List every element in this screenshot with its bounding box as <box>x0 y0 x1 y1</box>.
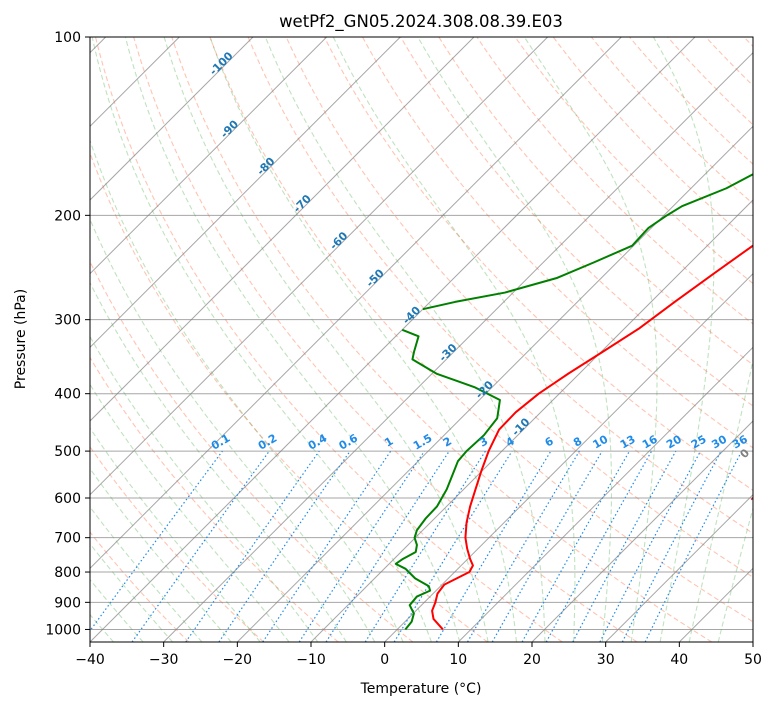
y-tick-label: 200 <box>54 208 81 224</box>
dry-adiabat <box>552 37 753 245</box>
isotherm-line <box>90 37 696 642</box>
moist-adiabat <box>90 218 376 642</box>
mixing-ratio-line <box>521 450 631 642</box>
x-axis-title: Temperature (°C) <box>360 681 482 697</box>
y-tick-label: 1000 <box>45 622 81 638</box>
moist-adiabat <box>652 37 715 642</box>
isotherm-line <box>310 199 753 642</box>
y-axis-title: Pressure (hPa) <box>13 289 29 389</box>
moist-adiabat <box>90 281 347 642</box>
dry-adiabat <box>90 531 190 642</box>
dry-adiabat <box>94 37 563 642</box>
isotherm-line <box>236 125 753 642</box>
x-tick-label: −20 <box>223 652 253 668</box>
isotherm-line <box>90 37 254 201</box>
moist-adiabat <box>90 467 232 642</box>
x-tick-label: 30 <box>597 652 615 668</box>
dry-adiabat <box>209 37 753 623</box>
moist-adiabat <box>90 138 404 642</box>
isotherm-line <box>531 420 753 642</box>
y-tick-label: 600 <box>54 491 81 507</box>
x-tick-label: 10 <box>449 652 467 668</box>
x-tick-label: −40 <box>75 652 105 668</box>
y-tick-label: 100 <box>54 30 81 46</box>
dewpoint-line <box>422 173 753 311</box>
moist-adiabat <box>124 37 461 642</box>
moist-adiabats <box>90 37 753 642</box>
moist-adiabat <box>90 335 319 642</box>
sounding-lines <box>394 173 753 631</box>
moist-adiabat <box>209 37 518 642</box>
dry-adiabat <box>476 37 753 325</box>
moist-adiabat <box>523 37 658 642</box>
y-tick-label: 700 <box>54 531 81 547</box>
x-tick-label: 40 <box>670 652 688 668</box>
skewed-isotherms <box>90 37 753 642</box>
isotherm-line <box>163 51 753 642</box>
moist-adiabat <box>417 37 613 642</box>
temperature-line <box>431 244 753 631</box>
dewpoint-line <box>394 328 501 631</box>
isotherm-line <box>457 346 753 642</box>
isotherm-line <box>605 493 753 642</box>
isotherm-line <box>384 272 753 642</box>
mixing-ratio-line <box>325 450 450 642</box>
moist-adiabat <box>163 37 489 642</box>
dry-adiabat <box>90 151 488 642</box>
dry-adiabat <box>590 37 753 205</box>
y-tick-label: 900 <box>54 595 81 611</box>
mixing-ratio-line <box>185 450 320 642</box>
isotherm-line <box>90 37 475 422</box>
moist-adiabat <box>264 37 546 642</box>
mixing-ratio-line <box>466 450 580 642</box>
dry-adiabat <box>400 37 753 407</box>
isotherm-line <box>90 37 401 349</box>
moist-adiabat <box>717 506 753 642</box>
dry-adiabat <box>133 37 638 642</box>
isotherm-line <box>90 37 328 275</box>
mixing-ratio-line <box>364 450 486 642</box>
dry-adiabat <box>90 260 414 642</box>
y-axis: 100 200 300 400 500 600 700 800 900 1000 <box>45 30 90 638</box>
x-tick-label: 20 <box>523 652 541 668</box>
mixing-ratio-line <box>393 450 513 642</box>
x-tick-label: 50 <box>744 652 762 668</box>
mixing-ratio-line <box>218 450 351 642</box>
moist-adiabat <box>91 37 432 642</box>
y-tick-label: 400 <box>54 387 81 403</box>
chart-title: wetPf2_GN05.2024.308.08.39.E03 <box>279 12 563 32</box>
moist-adiabat <box>90 383 290 642</box>
y-tick-label: 800 <box>54 565 81 581</box>
x-tick-label: −30 <box>149 652 179 668</box>
isotherm-line <box>90 37 549 496</box>
y-tick-label: 300 <box>54 313 81 329</box>
mixing-ratio-line <box>435 450 552 642</box>
dry-adiabat <box>285 37 753 535</box>
moist-adiabat <box>90 427 261 642</box>
mixing-ratio-lines <box>90 450 743 642</box>
mixing-ratio-line <box>131 450 270 642</box>
isotherm-line <box>90 37 622 570</box>
x-axis: −40 −30 −20 −10 0 10 20 30 40 50 <box>75 642 762 668</box>
mixing-ratio-line <box>572 450 677 642</box>
x-tick-label: −10 <box>296 652 326 668</box>
moist-adiabat <box>688 357 753 642</box>
dry-adiabat <box>247 37 753 578</box>
dry-adiabat <box>438 37 753 366</box>
dry-adiabat <box>323 37 753 491</box>
plot-frame <box>89 36 754 643</box>
dry-adiabat-label: 10 <box>748 487 768 507</box>
x-tick-label: 0 <box>380 652 389 668</box>
mixing-ratio-line <box>545 450 653 642</box>
dry-adiabat <box>171 37 713 642</box>
dry-adiabat <box>90 356 339 642</box>
y-tick-label: 500 <box>54 444 81 460</box>
mixing-ratio-line <box>491 450 603 642</box>
mixing-ratio-line <box>90 450 223 632</box>
